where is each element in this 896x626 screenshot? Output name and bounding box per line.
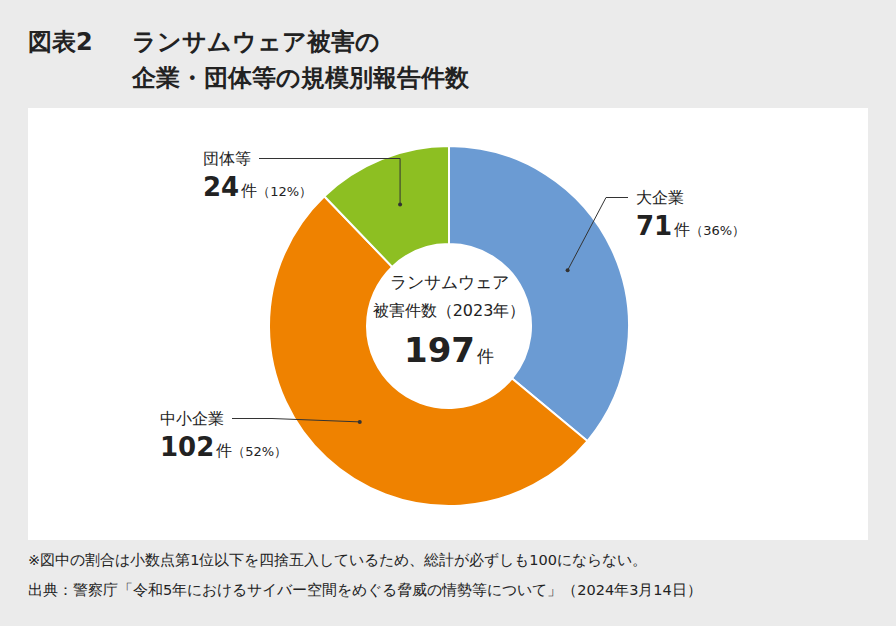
leader-line <box>568 198 628 271</box>
leader-line <box>259 159 400 205</box>
label-value: 71 <box>636 211 672 241</box>
center-text: 被害件数（2023年） <box>373 301 526 320</box>
figure-label: 図表2 <box>28 28 93 56</box>
note: 出典：警察庁「令和5年におけるサイバー空間をめぐる脅威の情勢等について」（202… <box>28 582 702 598</box>
slice <box>449 146 629 441</box>
title: ランサムウェア被害の <box>132 28 380 56</box>
label-name: 中小企業 <box>160 409 224 428</box>
label-name: 団体等 <box>203 149 251 168</box>
leader-dot <box>566 268 570 272</box>
background <box>0 0 896 626</box>
label-value: 24 <box>203 172 239 202</box>
center-total: 197件 <box>404 330 494 370</box>
leader-dot <box>358 420 362 424</box>
label-unit: 件 <box>241 181 257 200</box>
label-name: 大企業 <box>636 188 684 207</box>
label-unit: 件 <box>216 441 232 460</box>
chart: 図表2 ランサムウェア被害の企業・団体等の規模別報告件数ランサムウェア被害件数（2… <box>0 0 896 626</box>
data-label: 71件（36%） <box>636 211 745 241</box>
note: ※図中の割合は小数点第1位以下を四捨五入しているため、総計が必ずしも100になら… <box>28 552 647 569</box>
label-value: 102 <box>160 432 214 462</box>
donut <box>269 146 629 506</box>
label-percent: （36%） <box>690 223 745 238</box>
data-label: 24件（12%） <box>203 172 312 202</box>
data-label: 102件（52%） <box>160 432 287 462</box>
total-unit: 件 <box>477 346 494 366</box>
center-text: ランサムウェア <box>390 272 509 292</box>
title: 企業・団体等の規模別報告件数 <box>131 64 470 92</box>
label-percent: （52%） <box>232 444 287 459</box>
label-percent: （12%） <box>257 184 312 199</box>
leader-line <box>232 419 360 422</box>
leader-dot <box>398 202 402 206</box>
total-value: 197 <box>404 330 475 370</box>
slice <box>324 146 449 267</box>
panel <box>28 108 868 540</box>
label-unit: 件 <box>674 220 690 239</box>
